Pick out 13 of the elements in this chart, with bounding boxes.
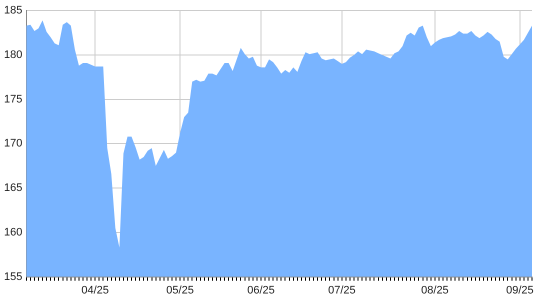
x-tick-label: 09/25 <box>506 284 534 296</box>
y-tick-label: 160 <box>4 226 22 238</box>
x-tick-label: 08/25 <box>421 284 449 296</box>
y-tick-label: 165 <box>4 182 22 194</box>
y-tick-label: 185 <box>4 4 22 17</box>
y-tick-label: 170 <box>4 138 22 150</box>
x-tick-label: 04/25 <box>81 284 109 296</box>
y-tick-label: 155 <box>4 270 22 283</box>
y-tick-label: 180 <box>4 49 22 61</box>
x-tick-label: 06/25 <box>247 284 275 296</box>
x-tick-label: 07/25 <box>328 284 356 296</box>
y-tick-label: 175 <box>4 93 22 106</box>
x-tick-label: 05/25 <box>166 284 194 296</box>
